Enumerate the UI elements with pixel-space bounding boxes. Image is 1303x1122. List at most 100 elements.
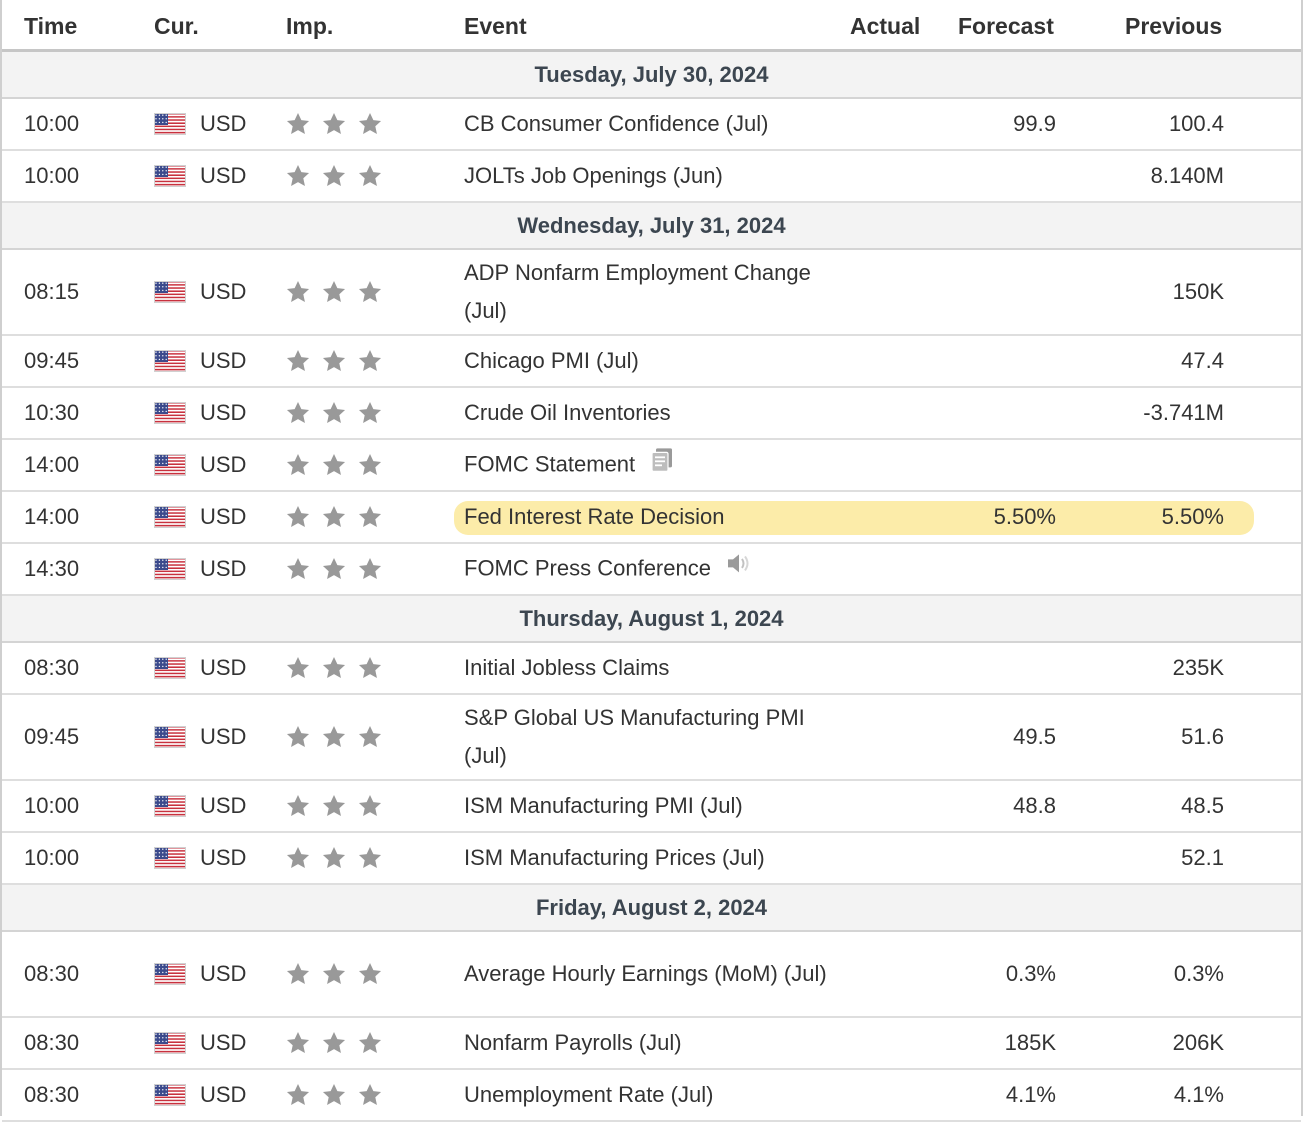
column-header-event[interactable]: Event [464, 13, 527, 39]
star-icon [321, 400, 347, 426]
event-time: 09:45 [24, 724, 80, 749]
table-row[interactable]: 08:30 USD Nonfarm Payrolls (Jul) 185K 206K [2, 1018, 1301, 1070]
event-name-text: ISM Manufacturing PMI (Jul) [464, 793, 743, 818]
column-header-actual[interactable]: Actual [850, 13, 921, 39]
table-row[interactable]: 08:30 USD Unemployment Rate (Jul) 4.1% 4.1% [2, 1070, 1301, 1122]
star-icon [321, 504, 347, 530]
event-name[interactable]: Nonfarm Payrolls (Jul) [464, 1024, 844, 1062]
forecast-value: 0.3% [1005, 961, 1056, 986]
event-name[interactable]: Initial Jobless Claims [464, 649, 844, 687]
previous-value: 4.1% [1173, 1082, 1224, 1107]
currency-code: USD [200, 163, 247, 188]
event-name[interactable]: ADP Nonfarm Employment Change (Jul) [464, 254, 844, 330]
table-row[interactable]: 10:00 USD CB Consumer Confidence (Jul) 99.9… [2, 99, 1301, 151]
highlight-marker [454, 501, 1254, 535]
currency-code: USD [200, 111, 247, 136]
us-flag-icon [154, 795, 186, 818]
column-header-time[interactable]: Time [24, 13, 78, 39]
forecast-value: 49.5 [1013, 724, 1056, 749]
previous-value: 48.5 [1181, 793, 1224, 818]
event-name[interactable]: Unemployment Rate (Jul) [464, 1076, 844, 1114]
star-icon [357, 279, 383, 305]
table-row[interactable]: 08:15 USD ADP Nonfarm Employment Change (J… [2, 250, 1301, 336]
star-icon [285, 279, 311, 305]
importance-stars [285, 1082, 383, 1108]
event-time: 08:30 [24, 1082, 80, 1107]
event-name[interactable]: Chicago PMI (Jul) [464, 342, 844, 380]
star-icon [357, 1082, 383, 1108]
us-flag-icon [154, 454, 186, 477]
table-row[interactable]: 14:00 USD FOMC Statement [2, 440, 1301, 492]
event-name[interactable]: Crude Oil Inventories [464, 394, 844, 432]
currency-code: USD [200, 348, 247, 373]
table-row[interactable]: 14:30 USD FOMC Press Conference [2, 544, 1301, 596]
us-flag-icon [154, 963, 186, 986]
us-flag-icon [154, 281, 186, 304]
star-icon [285, 400, 311, 426]
previous-value: 206K [1172, 1030, 1224, 1055]
column-header-importance[interactable]: Imp. [286, 13, 334, 39]
previous-value: 100.4 [1168, 111, 1224, 136]
star-icon [285, 452, 311, 478]
table-row[interactable]: 10:30 USD Crude Oil Inventories -3.741M [2, 388, 1301, 440]
importance-stars [285, 845, 383, 871]
speaker-icon[interactable] [725, 551, 751, 589]
table-row[interactable]: 09:45 USD S&P Global US Manufacturing PMI … [2, 695, 1301, 781]
currency-code: USD [200, 504, 247, 529]
star-icon [357, 793, 383, 819]
event-name[interactable]: FOMC Statement [464, 445, 844, 484]
star-icon [321, 279, 347, 305]
event-name-text: Fed Interest Rate Decision [464, 504, 725, 529]
event-name-text: JOLTs Job Openings (Jun) [464, 163, 723, 188]
currency-code: USD [200, 793, 247, 818]
previous-value: 8.140M [1150, 163, 1224, 188]
star-icon [285, 1082, 311, 1108]
column-header-currency[interactable]: Cur. [154, 13, 199, 39]
importance-stars [285, 655, 383, 681]
currency-code: USD [200, 961, 247, 986]
table-row[interactable]: 08:30 USD Average Hourly Earnings (MoM) (J… [2, 932, 1301, 1018]
event-name[interactable]: ISM Manufacturing Prices (Jul) [464, 839, 844, 877]
us-flag-icon [154, 506, 186, 529]
event-name[interactable]: Fed Interest Rate Decision [464, 498, 844, 536]
star-icon [285, 845, 311, 871]
us-flag-icon [154, 847, 186, 870]
event-name[interactable]: CB Consumer Confidence (Jul) [464, 105, 844, 143]
column-header-forecast[interactable]: Forecast [958, 13, 1054, 39]
star-icon [285, 504, 311, 530]
star-icon [285, 724, 311, 750]
star-icon [285, 1030, 311, 1056]
us-flag-icon [154, 657, 186, 680]
star-icon [321, 111, 347, 137]
importance-stars [285, 724, 383, 750]
previous-value: 235K [1172, 655, 1224, 680]
star-icon [357, 111, 383, 137]
us-flag-icon [154, 165, 186, 188]
event-time: 14:30 [24, 556, 80, 581]
star-icon [321, 163, 347, 189]
date-label: Friday, August 2, 2024 [535, 895, 768, 920]
document-icon[interactable] [649, 447, 675, 485]
star-icon [357, 348, 383, 374]
date-row: Thursday, August 1, 2024 [2, 596, 1301, 643]
forecast-value: 5.50% [993, 504, 1056, 529]
star-icon [357, 845, 383, 871]
event-name-text: Chicago PMI (Jul) [464, 348, 639, 373]
table-row[interactable]: 10:00 USD JOLTs Job Openings (Jun) 8.140M [2, 151, 1301, 203]
table-row[interactable]: 10:00 USD ISM Manufacturing Prices (Jul) 52… [2, 833, 1301, 885]
table-row[interactable]: 09:45 USD Chicago PMI (Jul) 47.4 [2, 336, 1301, 388]
event-name[interactable]: S&P Global US Manufacturing PMI (Jul) [464, 699, 844, 775]
event-name[interactable]: FOMC Press Conference [464, 549, 844, 588]
column-header-previous[interactable]: Previous [1125, 13, 1223, 39]
currency-code: USD [200, 845, 247, 870]
star-icon [357, 452, 383, 478]
star-icon [321, 845, 347, 871]
event-name[interactable]: Average Hourly Earnings (MoM) (Jul) [464, 955, 844, 993]
table-row[interactable]: 08:30 USD Initial Jobless Claims 235K [2, 643, 1301, 695]
table-row[interactable]: 10:00 USD ISM Manufacturing PMI (Jul) 48.8 4… [2, 781, 1301, 833]
star-icon [321, 655, 347, 681]
event-name[interactable]: JOLTs Job Openings (Jun) [464, 157, 844, 195]
event-name[interactable]: ISM Manufacturing PMI (Jul) [464, 787, 844, 825]
table-row[interactable]: 14:00 USD Fed Interest Rate Decision 5.50% 5… [2, 492, 1301, 544]
importance-stars [285, 348, 383, 374]
